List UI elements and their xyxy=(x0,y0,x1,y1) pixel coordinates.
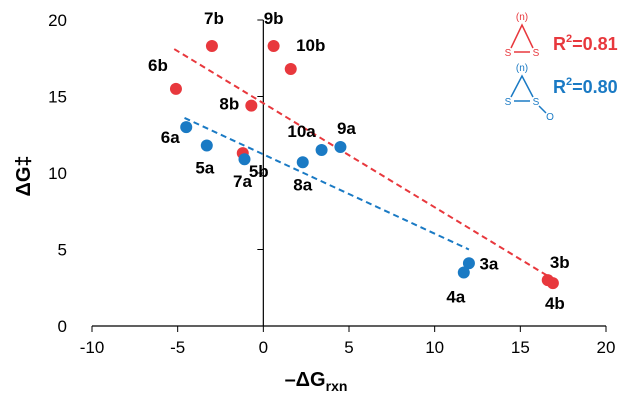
legend-a-ring-label: (n) xyxy=(516,63,528,74)
legend-b-ring-label: (n) xyxy=(516,12,528,23)
legend-b-r2: R2=0.81 xyxy=(553,33,618,54)
point-label-8a: 8a xyxy=(293,175,312,194)
point-label-7b: 7b xyxy=(204,9,224,28)
point-8a xyxy=(296,156,309,169)
point-6a xyxy=(180,121,193,134)
x-tick-label: 15 xyxy=(511,338,530,357)
x-tick-label: 10 xyxy=(425,338,444,357)
point-label-8b: 8b xyxy=(219,95,239,114)
y-tick-label: 5 xyxy=(58,241,67,260)
point-4a xyxy=(457,266,470,279)
point-4b xyxy=(546,277,559,290)
legend-a-atom-oxygen: O xyxy=(546,112,554,123)
axes: -10 -5 0 5 10 15 20 0 5 10 15 20 xyxy=(48,11,615,357)
data-points xyxy=(169,40,559,290)
x-tick-label: 0 xyxy=(259,338,268,357)
legend-b-atom-right: S xyxy=(533,48,540,59)
trendline-b xyxy=(173,48,556,281)
point-label-5a: 5a xyxy=(195,158,214,177)
y-tick-label: 15 xyxy=(48,88,67,107)
point-label-10a: 10a xyxy=(287,122,316,141)
legend-a-atom-left: S xyxy=(505,97,512,108)
point-10a xyxy=(315,144,328,157)
point-label-9a: 9a xyxy=(337,119,356,138)
point-label-3a: 3a xyxy=(479,254,498,273)
point-label-3b: 3b xyxy=(550,253,570,272)
point-label-7a: 7a xyxy=(233,172,252,191)
legend-b-structure-icon: (n) S S xyxy=(505,12,540,59)
point-10b xyxy=(284,62,297,75)
point-6b xyxy=(169,82,182,95)
point-label-6b: 6b xyxy=(148,56,168,75)
point-label-5b: 5b xyxy=(249,162,269,181)
legend-a-so-bond xyxy=(538,105,547,114)
legend-a-r2: R2=0.80 xyxy=(553,76,618,97)
point-9b xyxy=(267,40,280,53)
x-axis-title: –ΔGrxn xyxy=(285,369,348,394)
point-label-10b: 10b xyxy=(296,36,325,55)
legend-b-atom-left: S xyxy=(505,48,512,59)
y-tick-label: 10 xyxy=(48,164,67,183)
point-labels: 6b 7b 9b 10b 8b 5b 3b 4b 6a 5a 7a 8a 10a 9a 3a 4a xyxy=(148,9,570,313)
point-label-4b: 4b xyxy=(545,294,565,313)
y-axis-title: ΔG‡ xyxy=(13,155,35,196)
y-tick-label: 0 xyxy=(58,317,67,336)
legend-b: (n) S S R2=0.81 xyxy=(505,12,618,59)
point-label-4a: 4a xyxy=(446,287,465,306)
point-5a xyxy=(200,139,213,152)
legend-b-ring-bond xyxy=(510,23,534,49)
point-label-9b: 9b xyxy=(264,9,284,28)
x-tick-label: 20 xyxy=(597,338,616,357)
point-7b xyxy=(205,40,218,53)
x-tick-label: 5 xyxy=(344,338,353,357)
point-8b xyxy=(245,99,258,112)
point-label-6a: 6a xyxy=(161,128,180,147)
point-9a xyxy=(334,140,347,153)
legend-a-structure-icon: (n) S S O xyxy=(505,63,554,123)
x-tick-label: -5 xyxy=(170,338,185,357)
legend-a-atom-right: S xyxy=(533,97,540,108)
trendlines xyxy=(173,48,556,281)
legend-a: (n) S S O R2=0.80 xyxy=(505,63,618,123)
x-tick-label: -10 xyxy=(80,338,105,357)
trendline-a xyxy=(184,117,470,251)
y-tick-label: 20 xyxy=(48,11,67,30)
legend-a-ring-bond xyxy=(510,74,534,98)
point-3a xyxy=(462,257,475,270)
point-7a xyxy=(238,153,251,166)
